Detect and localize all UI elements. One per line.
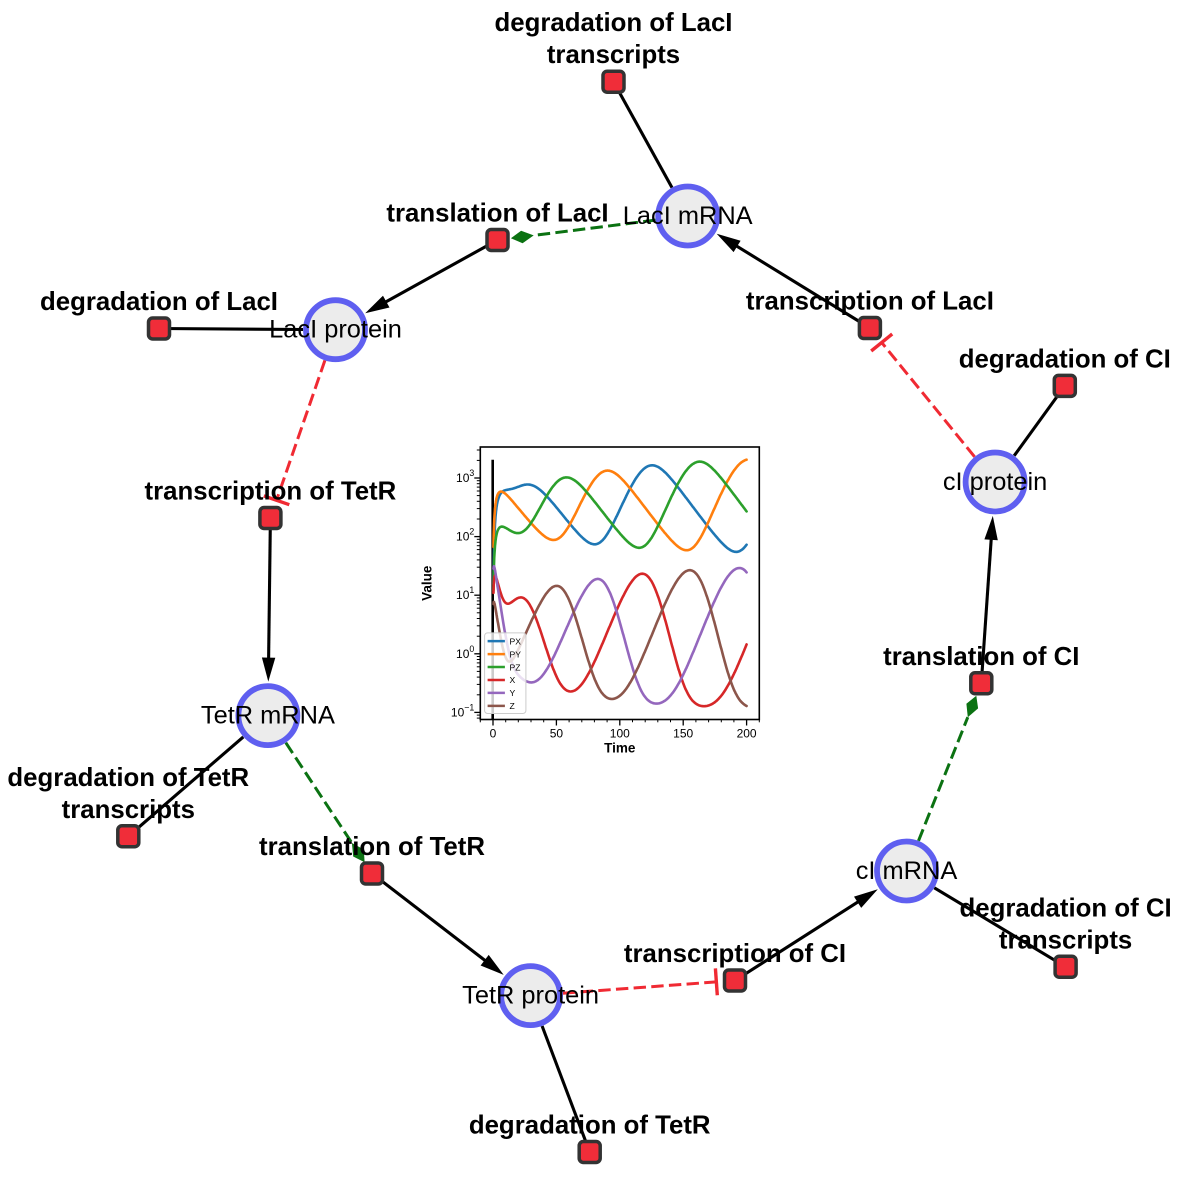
svg-text:degradation of CI: degradation of CI (960, 894, 1172, 922)
svg-text:translation of LacI: translation of LacI (386, 200, 608, 228)
svg-text:transcription of LacI: transcription of LacI (746, 288, 994, 316)
svg-text:LacI protein: LacI protein (269, 316, 402, 344)
svg-text:PX: PX (510, 636, 522, 646)
svg-text:0: 0 (490, 727, 497, 741)
svg-text:transcripts: transcripts (999, 926, 1132, 954)
svg-text:TetR mRNA: TetR mRNA (201, 702, 335, 730)
svg-text:transcripts: transcripts (62, 796, 195, 824)
svg-text:X: X (510, 675, 516, 685)
svg-text:translation of TetR: translation of TetR (259, 833, 485, 861)
svg-text:degradation of TetR: degradation of TetR (469, 1112, 711, 1140)
svg-text:transcription of TetR: transcription of TetR (145, 478, 397, 506)
svg-text:Time: Time (604, 741, 636, 756)
svg-text:LacI mRNA: LacI mRNA (623, 202, 753, 230)
svg-text:PY: PY (510, 649, 522, 659)
svg-text:Z: Z (510, 701, 515, 711)
svg-text:TetR protein: TetR protein (462, 982, 599, 1010)
svg-text:degradation of CI: degradation of CI (959, 345, 1171, 373)
svg-text:200: 200 (737, 727, 757, 741)
svg-text:degradation of LacI: degradation of LacI (495, 9, 733, 37)
svg-text:degradation of LacI: degradation of LacI (40, 288, 278, 316)
svg-text:PZ: PZ (510, 662, 521, 672)
svg-text:transcription of CI: transcription of CI (624, 940, 846, 968)
svg-text:cI mRNA: cI mRNA (856, 857, 958, 885)
svg-text:transcripts: transcripts (547, 41, 680, 69)
svg-text:cI protein: cI protein (943, 468, 1047, 496)
svg-text:Y: Y (510, 688, 516, 698)
svg-text:Value: Value (419, 565, 434, 601)
svg-text:degradation of TetR: degradation of TetR (7, 764, 249, 792)
svg-text:translation of CI: translation of CI (883, 643, 1079, 671)
svg-text:50: 50 (550, 727, 564, 741)
svg-text:150: 150 (673, 727, 693, 741)
svg-text:100: 100 (610, 727, 630, 741)
